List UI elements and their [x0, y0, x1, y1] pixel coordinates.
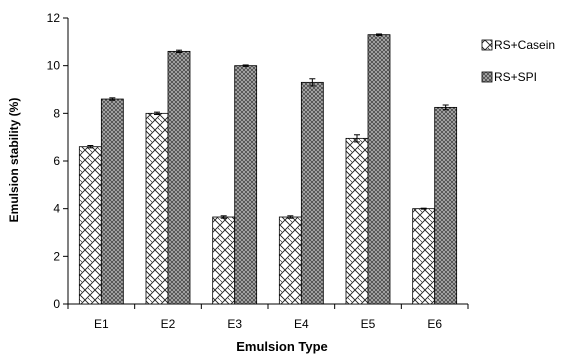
bar-rs-spi — [367, 34, 391, 305]
y-axis-label: Emulsion stability (%) — [7, 98, 21, 223]
y-tick-label: 6 — [53, 154, 60, 168]
bar-rs-casein — [212, 216, 236, 305]
x-tick-label: E3 — [227, 317, 242, 331]
bars — [78, 34, 458, 305]
error-bars — [87, 33, 449, 219]
y-tick-label: 10 — [47, 59, 61, 73]
y-tick-label: 4 — [53, 202, 60, 216]
y-tick-label: 2 — [53, 249, 60, 263]
legend-label-spi: RS+SPI — [494, 70, 537, 84]
bar-rs-spi — [434, 106, 458, 305]
bar-rs-casein — [345, 137, 369, 305]
bar-rs-casein — [145, 112, 169, 305]
bar-rs-casein — [278, 216, 302, 305]
legend-swatch-casein — [481, 39, 493, 51]
legend-label-casein: RS+Casein — [494, 38, 555, 52]
y-tick-label: 0 — [53, 297, 60, 311]
x-axis-label: Emulsion Type — [236, 339, 328, 354]
axes: 0 2 4 6 8 10 12 E1 E2 E3 E4 E5 E6 — [47, 11, 469, 331]
bar-rs-spi — [100, 98, 124, 305]
x-tick-label: E2 — [161, 317, 176, 331]
x-tick-label: E6 — [427, 317, 442, 331]
x-tick-label: E4 — [294, 317, 309, 331]
bar-rs-casein — [412, 208, 436, 305]
y-tick-label: 12 — [47, 11, 61, 25]
legend: RS+Casein RS+SPI — [481, 38, 555, 84]
bar-rs-casein — [78, 146, 102, 305]
bar-rs-spi — [300, 81, 324, 305]
x-tick-label: E5 — [361, 317, 376, 331]
bar-rs-spi — [234, 65, 258, 305]
bar-rs-spi — [167, 50, 191, 305]
legend-swatch-spi — [481, 71, 493, 83]
x-tick-label: E1 — [94, 317, 109, 331]
y-tick-label: 8 — [53, 106, 60, 120]
